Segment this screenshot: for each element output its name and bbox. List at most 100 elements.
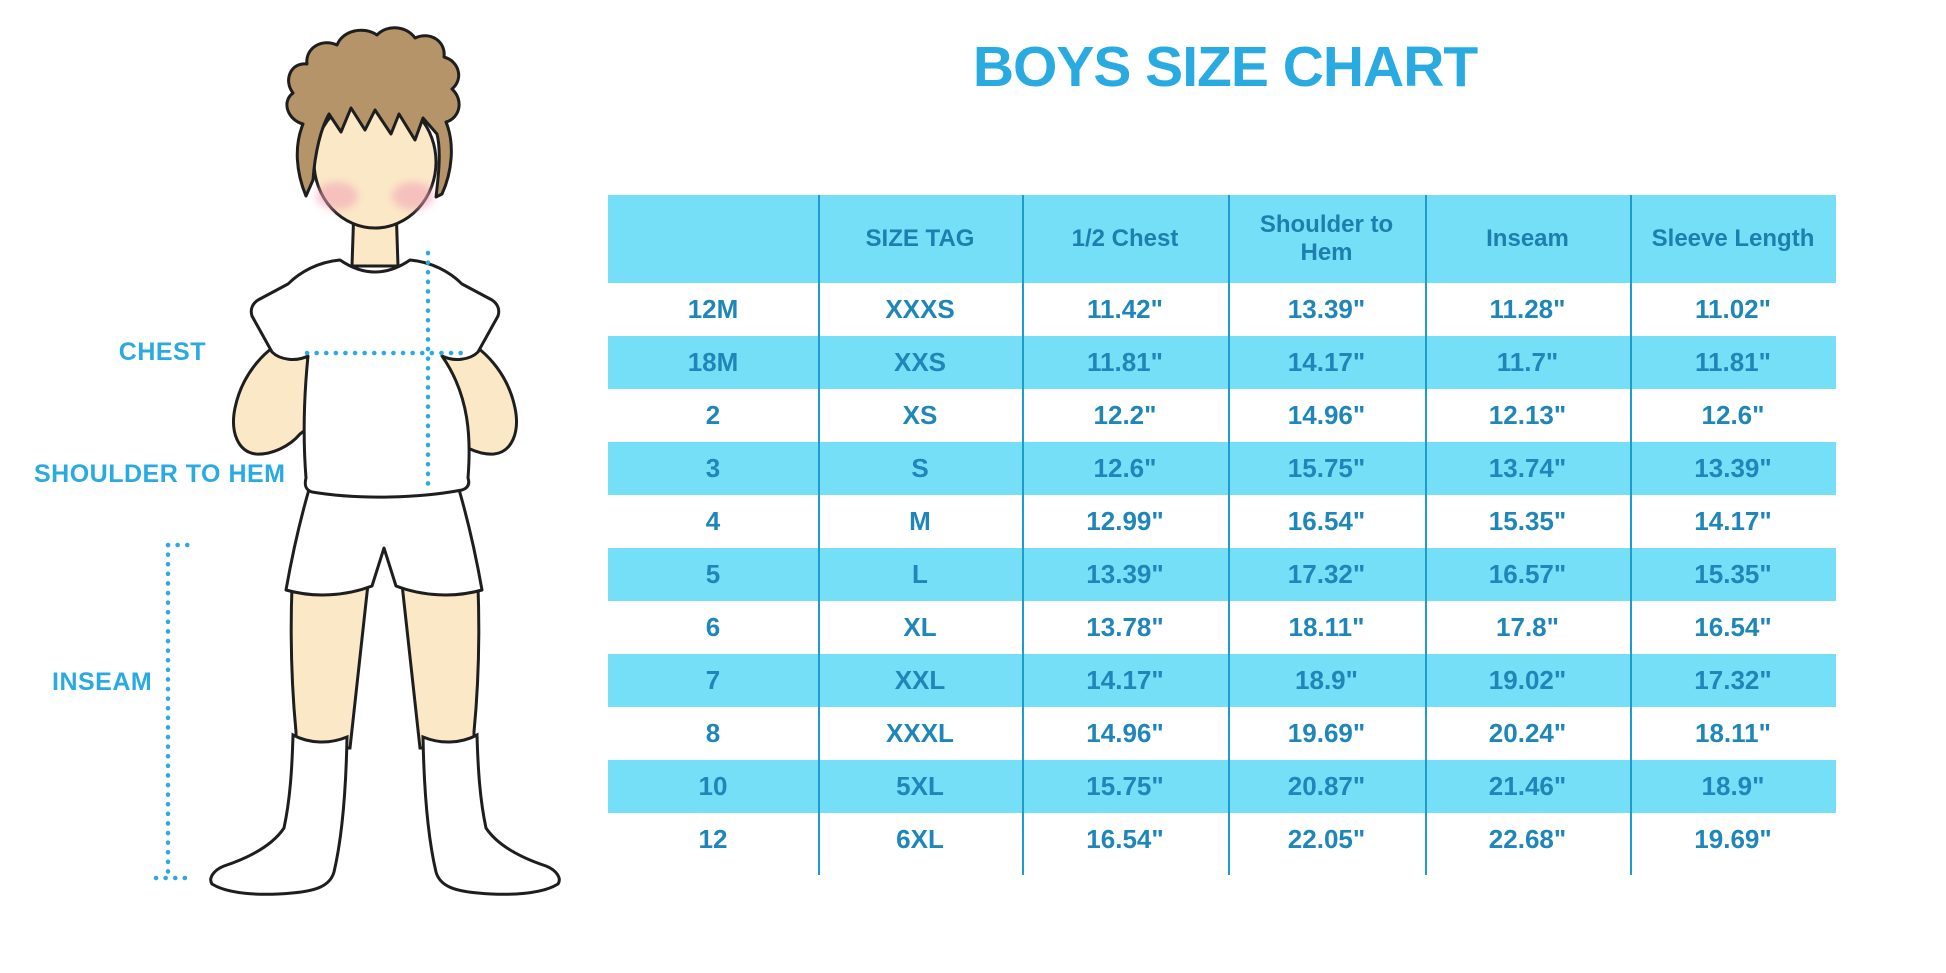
- table-cell: S: [911, 453, 929, 483]
- table-cell: 19.69": [1694, 824, 1772, 854]
- table-cell: 12.2": [1093, 400, 1157, 430]
- table-cell: 16.57": [1488, 559, 1567, 589]
- column-divider: [1630, 195, 1632, 875]
- table-cell: 22.05": [1287, 824, 1366, 854]
- table-row: 7 XXL 14.17" 18.9" 19.02" 17.32": [608, 654, 1836, 707]
- table-cell: M: [909, 506, 931, 536]
- header-sleeve-length: Sleeve Length: [1651, 225, 1815, 253]
- blush-left: [316, 182, 358, 210]
- table-row: 10 5XL 15.75" 20.87" 21.46" 18.9": [608, 760, 1836, 813]
- table-cell: 18M: [687, 347, 739, 377]
- table-cell: 16.54": [1086, 824, 1164, 854]
- header-shoulder-to-hem: Shoulder to Hem: [1259, 211, 1394, 266]
- chest-label: CHEST: [118, 338, 206, 366]
- table-cell: XS: [902, 400, 938, 430]
- table-row: 12 6XL 16.54" 22.05" 22.68" 19.69": [608, 813, 1836, 866]
- table-cell: 10: [698, 771, 728, 801]
- page-title: BOYS SIZE CHART: [972, 35, 1478, 99]
- column-divider: [1022, 195, 1024, 875]
- table-cell: 14.96": [1287, 400, 1366, 430]
- table-cell: 12: [698, 824, 728, 854]
- shoulder-to-hem-label: SHOULDER TO HEM: [34, 460, 286, 488]
- hair: [285, 26, 461, 199]
- table-cell: 17.8": [1496, 612, 1559, 642]
- table-cell: 20.24": [1488, 718, 1567, 748]
- table-row: 3 S 12.6" 15.75" 13.74" 13.39": [608, 442, 1836, 495]
- table-cell: 12M: [687, 294, 739, 324]
- blush-right: [392, 182, 434, 210]
- boy-illustration: [153, 26, 561, 896]
- table-header-row: SIZE TAG 1/2 Chest Shoulder to Hem Insea…: [608, 195, 1836, 283]
- table-cell: 14.17": [1086, 665, 1164, 695]
- header-size-tag: SIZE TAG: [865, 225, 975, 253]
- table-cell: XXXL: [886, 718, 954, 748]
- table-cell: 13.39": [1694, 453, 1772, 483]
- table-cell: 12.6": [1701, 400, 1765, 430]
- table-cell: 5: [705, 559, 721, 589]
- table-cell: 7: [705, 665, 721, 695]
- table-cell: 11.42": [1087, 294, 1163, 324]
- table-row: 4 M 12.99" 16.54" 15.35" 14.17": [608, 495, 1836, 548]
- table-cell: 17.32": [1694, 665, 1772, 695]
- table-cell: 5XL: [896, 771, 944, 801]
- table-cell: 15.35": [1488, 506, 1567, 536]
- table-row: 18M XXS 11.81" 14.17" 11.7" 11.81": [608, 336, 1836, 389]
- inseam-dotted-line: [153, 542, 197, 881]
- table-cell: XXL: [894, 665, 946, 695]
- table-cell: XXXS: [885, 294, 955, 324]
- table-cell: 11.81": [1695, 347, 1771, 377]
- shorts: [284, 484, 484, 597]
- table-cell: 12.99": [1086, 506, 1164, 536]
- table-cell: 15.35": [1694, 559, 1772, 589]
- table-cell: 2: [705, 400, 721, 430]
- table-cell: 6: [705, 612, 721, 642]
- table-body: 12M XXXS 11.42" 13.39" 11.28" 11.02" 18M XXS 11.…: [608, 283, 1836, 866]
- table-cell: 15.75": [1086, 771, 1164, 801]
- table-cell: 18.9": [1701, 771, 1765, 801]
- table-cell: 13.39": [1086, 559, 1164, 589]
- table-row: 8 XXXL 14.96" 19.69" 20.24" 18.11": [608, 707, 1836, 760]
- column-divider: [1228, 195, 1230, 875]
- table-cell: 8: [705, 718, 721, 748]
- table-cell: 19.02": [1488, 665, 1567, 695]
- table-cell: 13.39": [1287, 294, 1366, 324]
- header-half-chest: 1/2 Chest: [1071, 225, 1179, 253]
- table-cell: 4: [705, 506, 721, 536]
- table-cell: 13.78": [1086, 612, 1164, 642]
- table-row: 12M XXXS 11.42" 13.39" 11.28" 11.02": [608, 283, 1836, 336]
- column-divider: [1425, 195, 1427, 875]
- table-cell: 19.69": [1287, 718, 1366, 748]
- right-leg: [400, 582, 481, 750]
- column-divider: [818, 195, 820, 875]
- table-row: 5 L 13.39" 17.32" 16.57" 15.35": [608, 548, 1836, 601]
- table-cell: 15.75": [1287, 453, 1366, 483]
- right-sock: [421, 732, 561, 896]
- table-row: 6 XL 13.78" 18.11" 17.8" 16.54": [608, 601, 1836, 654]
- table-cell: XXS: [893, 347, 947, 377]
- table-cell: 12.6": [1093, 453, 1157, 483]
- left-leg: [289, 582, 370, 750]
- table-cell: 18.11": [1288, 612, 1365, 642]
- table-cell: 11.28": [1489, 294, 1566, 324]
- size-table: SIZE TAG 1/2 Chest Shoulder to Hem Insea…: [608, 195, 1836, 875]
- t-shirt: [249, 258, 501, 499]
- table-cell: 14.96": [1086, 718, 1164, 748]
- table-cell: XL: [903, 612, 937, 642]
- table-cell: 11.81": [1087, 347, 1163, 377]
- table-cell: 16.54": [1287, 506, 1366, 536]
- table-cell: 13.74": [1488, 453, 1567, 483]
- table-cell: 18.9": [1295, 665, 1358, 695]
- table-cell: 17.32": [1287, 559, 1366, 589]
- inseam-label: INSEAM: [52, 668, 153, 696]
- table-cell: 12.13": [1488, 400, 1567, 430]
- table-cell: 16.54": [1694, 612, 1772, 642]
- header-size-number: [608, 195, 818, 283]
- table-cell: 11.7": [1496, 347, 1559, 377]
- table-cell: 22.68": [1488, 824, 1567, 854]
- left-sock: [209, 732, 349, 896]
- table-cell: L: [912, 559, 928, 589]
- table-cell: 14.17": [1694, 506, 1772, 536]
- table-row: 2 XS 12.2" 14.96" 12.13" 12.6": [608, 389, 1836, 442]
- table-cell: 21.46": [1488, 771, 1567, 801]
